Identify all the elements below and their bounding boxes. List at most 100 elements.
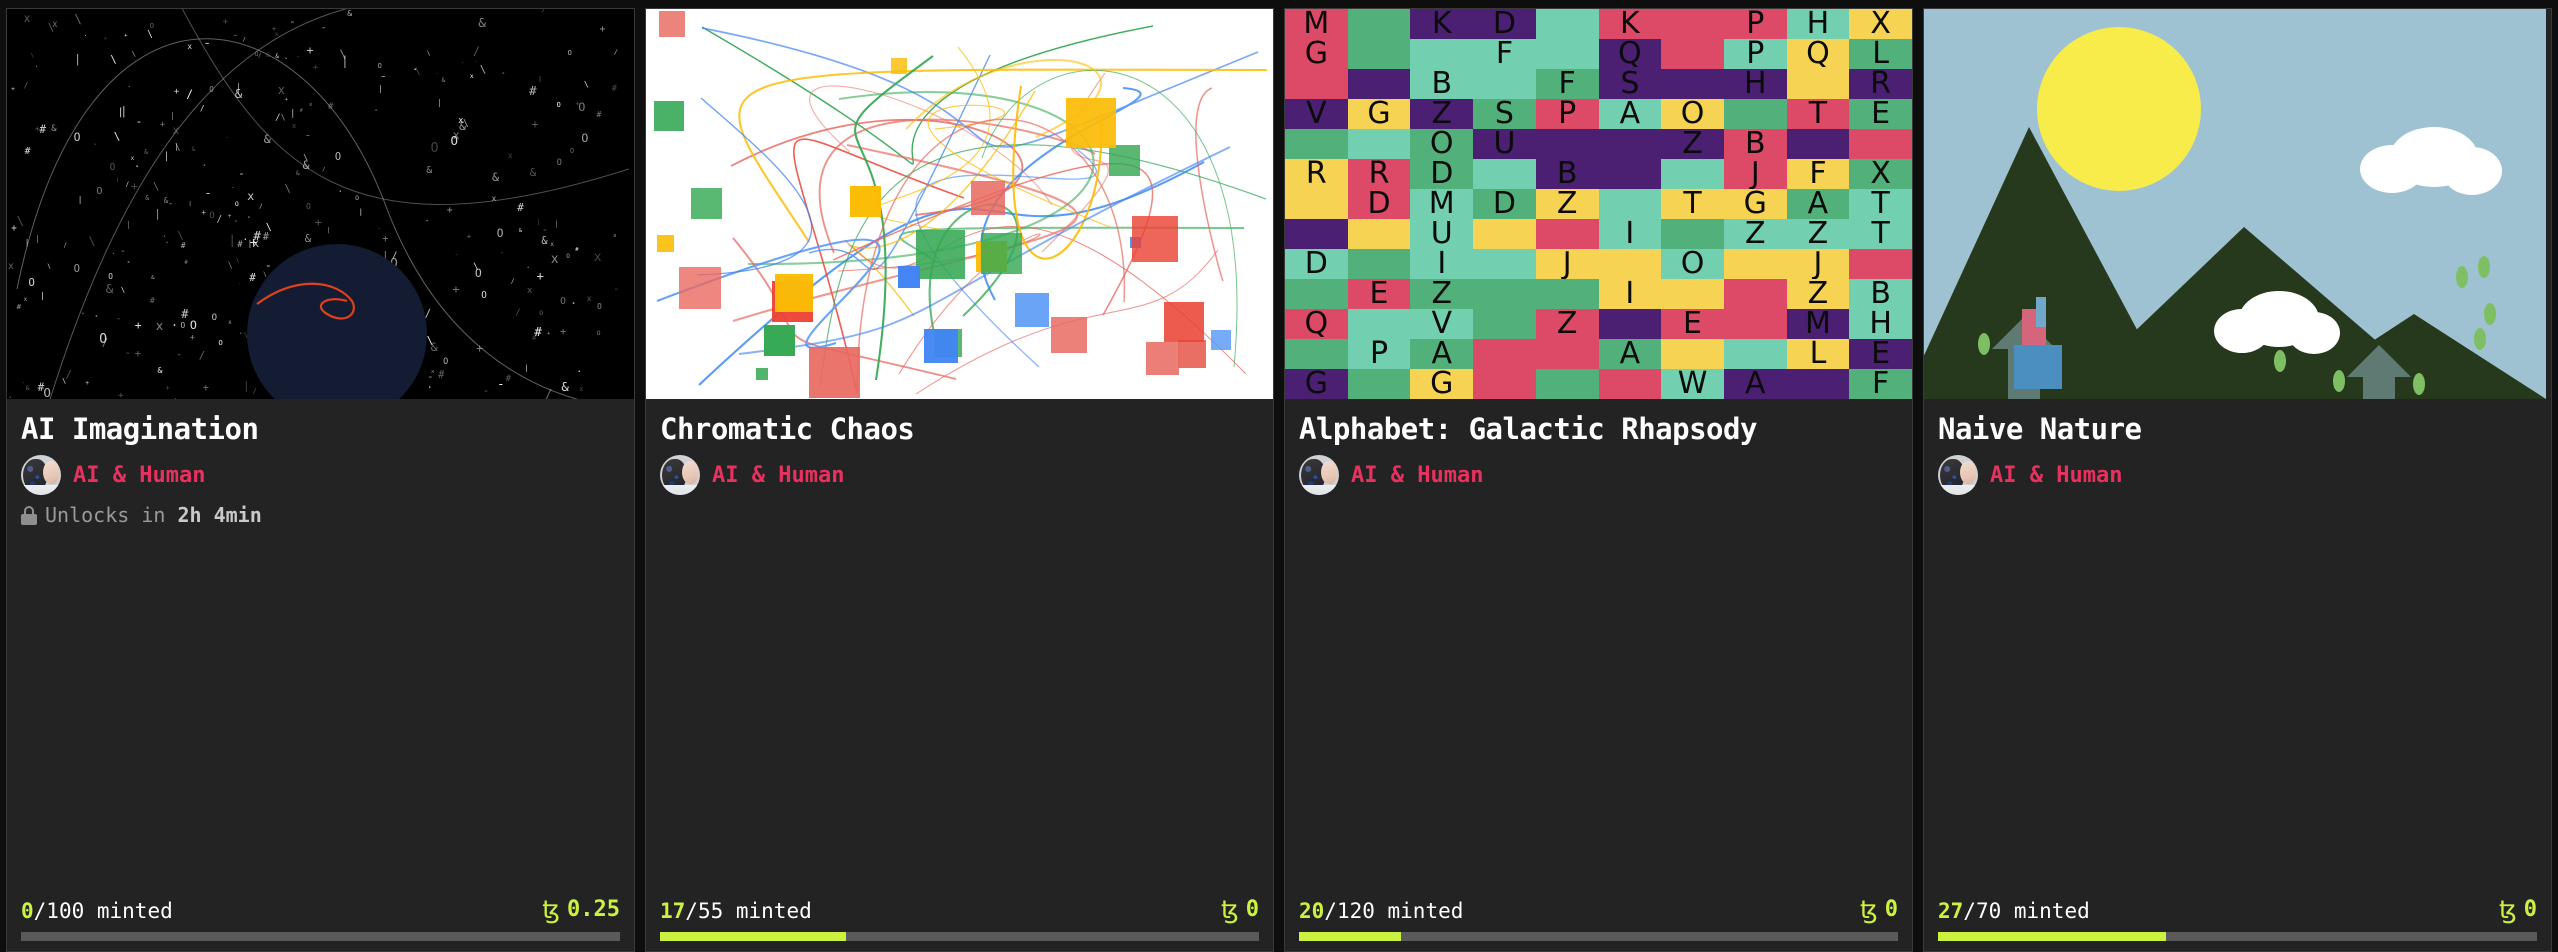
letter-cell: S <box>1473 99 1536 129</box>
letter-cell <box>1535 369 1599 399</box>
letter-cell <box>1598 129 1662 159</box>
letter-cell: F <box>1786 159 1850 189</box>
letter-cell: Q <box>1285 309 1348 339</box>
letter-cell <box>1661 219 1724 249</box>
minted-count: 20 <box>1299 899 1325 923</box>
letter-cell <box>1473 309 1536 339</box>
letter-cell: K <box>1598 9 1662 39</box>
letter-cell: G <box>1285 369 1348 399</box>
mint-status: 20/120 minted <box>1299 899 1463 923</box>
sun-icon <box>2037 27 2201 191</box>
letter-cell <box>1347 249 1411 279</box>
letter-cell: O <box>1661 99 1724 129</box>
letter-cell: D <box>1410 159 1474 189</box>
mint-row: 0/100 minted ꜩ 0.25 <box>21 897 620 923</box>
mint-row: 17/55 minted ꜩ 0 <box>660 897 1259 923</box>
card-title: Chromatic Chaos <box>660 412 915 446</box>
author-name[interactable]: AI & Human <box>73 462 206 488</box>
minted-count: 17 <box>660 899 686 923</box>
card-meta: Naive Nature AI & Human 27/70 minted ꜩ 0 <box>1924 399 2551 951</box>
letter-cell: U <box>1410 219 1474 249</box>
letter-cell: G <box>1723 189 1787 219</box>
chaos-strokes <box>656 25 1268 395</box>
nft-card-ai-imagination[interactable]: #-.&++|O+x||\-/-##+\x&&&#O.xO/\&/|O/O.#.… <box>6 8 635 952</box>
letter-cell: I <box>1410 249 1474 279</box>
nft-card-naive-nature[interactable]: Naive Nature AI & Human 27/70 minted ꜩ 0 <box>1923 8 2552 952</box>
leaf-icon <box>2333 370 2345 392</box>
price-value: 0 <box>1245 897 1259 922</box>
letter-cell: Z <box>1535 189 1599 219</box>
artwork-space-scene[interactable]: #-.&++|O+x||\-/-##+\x&&&#O.xO/\&/|O/O.#.… <box>7 9 634 399</box>
author-row[interactable]: AI & Human <box>1299 455 1898 496</box>
author-row[interactable]: AI & Human <box>660 455 1259 496</box>
price: ꜩ 0 <box>1221 897 1259 922</box>
card-meta: Alphabet: Galactic Rhapsody AI & Human 2… <box>1285 399 1912 951</box>
mint-progress-bar <box>1938 932 2537 941</box>
letter-cell: A <box>1598 339 1662 369</box>
letter-cell: B <box>1535 159 1599 189</box>
letter-cell <box>1535 279 1599 309</box>
letter-cell <box>1661 279 1724 309</box>
letter-cell <box>1535 9 1599 39</box>
letter-cell: I <box>1598 219 1662 249</box>
card-title: AI Imagination <box>21 412 259 446</box>
letter-cell <box>1723 339 1787 369</box>
letter-cell: R <box>1285 159 1348 189</box>
letter-cell <box>1535 339 1599 369</box>
letter-cell <box>1285 219 1348 249</box>
chromatic-canvas <box>646 9 1273 399</box>
letter-cell: A <box>1786 189 1850 219</box>
letter-cell: Z <box>1661 129 1724 159</box>
letter-cell: A <box>1410 339 1474 369</box>
price: ꜩ 0.25 <box>542 897 620 922</box>
letter-cell <box>1661 69 1724 99</box>
letter-cell: A <box>1723 369 1787 399</box>
letter-cell: H <box>1849 309 1912 339</box>
leaf-icon <box>2413 373 2425 395</box>
nft-card-chromatic-chaos[interactable]: Chromatic Chaos AI & Human 17/55 minted … <box>645 8 1274 952</box>
author-row[interactable]: AI & Human <box>1938 455 2537 496</box>
letter-cell: D <box>1473 9 1536 39</box>
mint-status: 0/100 minted <box>21 899 173 923</box>
letter-cell: S <box>1598 69 1662 99</box>
letter-cell <box>1285 129 1348 159</box>
card-meta: AI Imagination AI & Human Unlocks in 2h … <box>7 399 634 951</box>
author-name[interactable]: AI & Human <box>712 462 845 488</box>
avatar <box>1938 455 1978 496</box>
letter-cell: G <box>1410 369 1474 399</box>
letter-cell <box>1285 279 1348 309</box>
letter-cell: O <box>1410 129 1474 159</box>
card-title: Alphabet: Galactic Rhapsody <box>1299 412 1757 446</box>
leaf-icon <box>1978 333 1990 355</box>
letter-cell: E <box>1661 309 1724 339</box>
artwork-chromatic-chaos[interactable] <box>646 9 1273 399</box>
letter-cell <box>1347 129 1411 159</box>
letter-cell <box>1786 69 1850 99</box>
letter-cell <box>1535 39 1599 69</box>
orbit-lines <box>16 9 629 399</box>
author-row[interactable]: AI & Human <box>21 455 620 496</box>
letter-cell: W <box>1661 369 1724 399</box>
letter-cell <box>1723 309 1787 339</box>
letter-cell <box>1535 129 1599 159</box>
letter-cell: F <box>1849 369 1912 399</box>
author-name[interactable]: AI & Human <box>1351 462 1484 488</box>
price-value: 0.25 <box>567 897 620 922</box>
letter-cell: B <box>1849 279 1912 309</box>
unlock-time: 2h 4min <box>177 503 262 528</box>
lock-icon <box>21 505 37 525</box>
mint-progress-bar <box>1299 932 1898 941</box>
letter-cell: V <box>1285 99 1348 129</box>
artwork-nature-scene[interactable] <box>1924 9 2551 399</box>
letter-cell <box>1598 159 1662 189</box>
letter-cell <box>1786 129 1850 159</box>
letter-cell: R <box>1849 69 1912 99</box>
letter-cell <box>1473 249 1536 279</box>
box-stripe <box>2036 297 2046 327</box>
nature-svg <box>1924 9 2546 399</box>
letter-cell <box>1598 249 1662 279</box>
letter-cell: P <box>1723 9 1787 39</box>
author-name[interactable]: AI & Human <box>1990 462 2123 488</box>
